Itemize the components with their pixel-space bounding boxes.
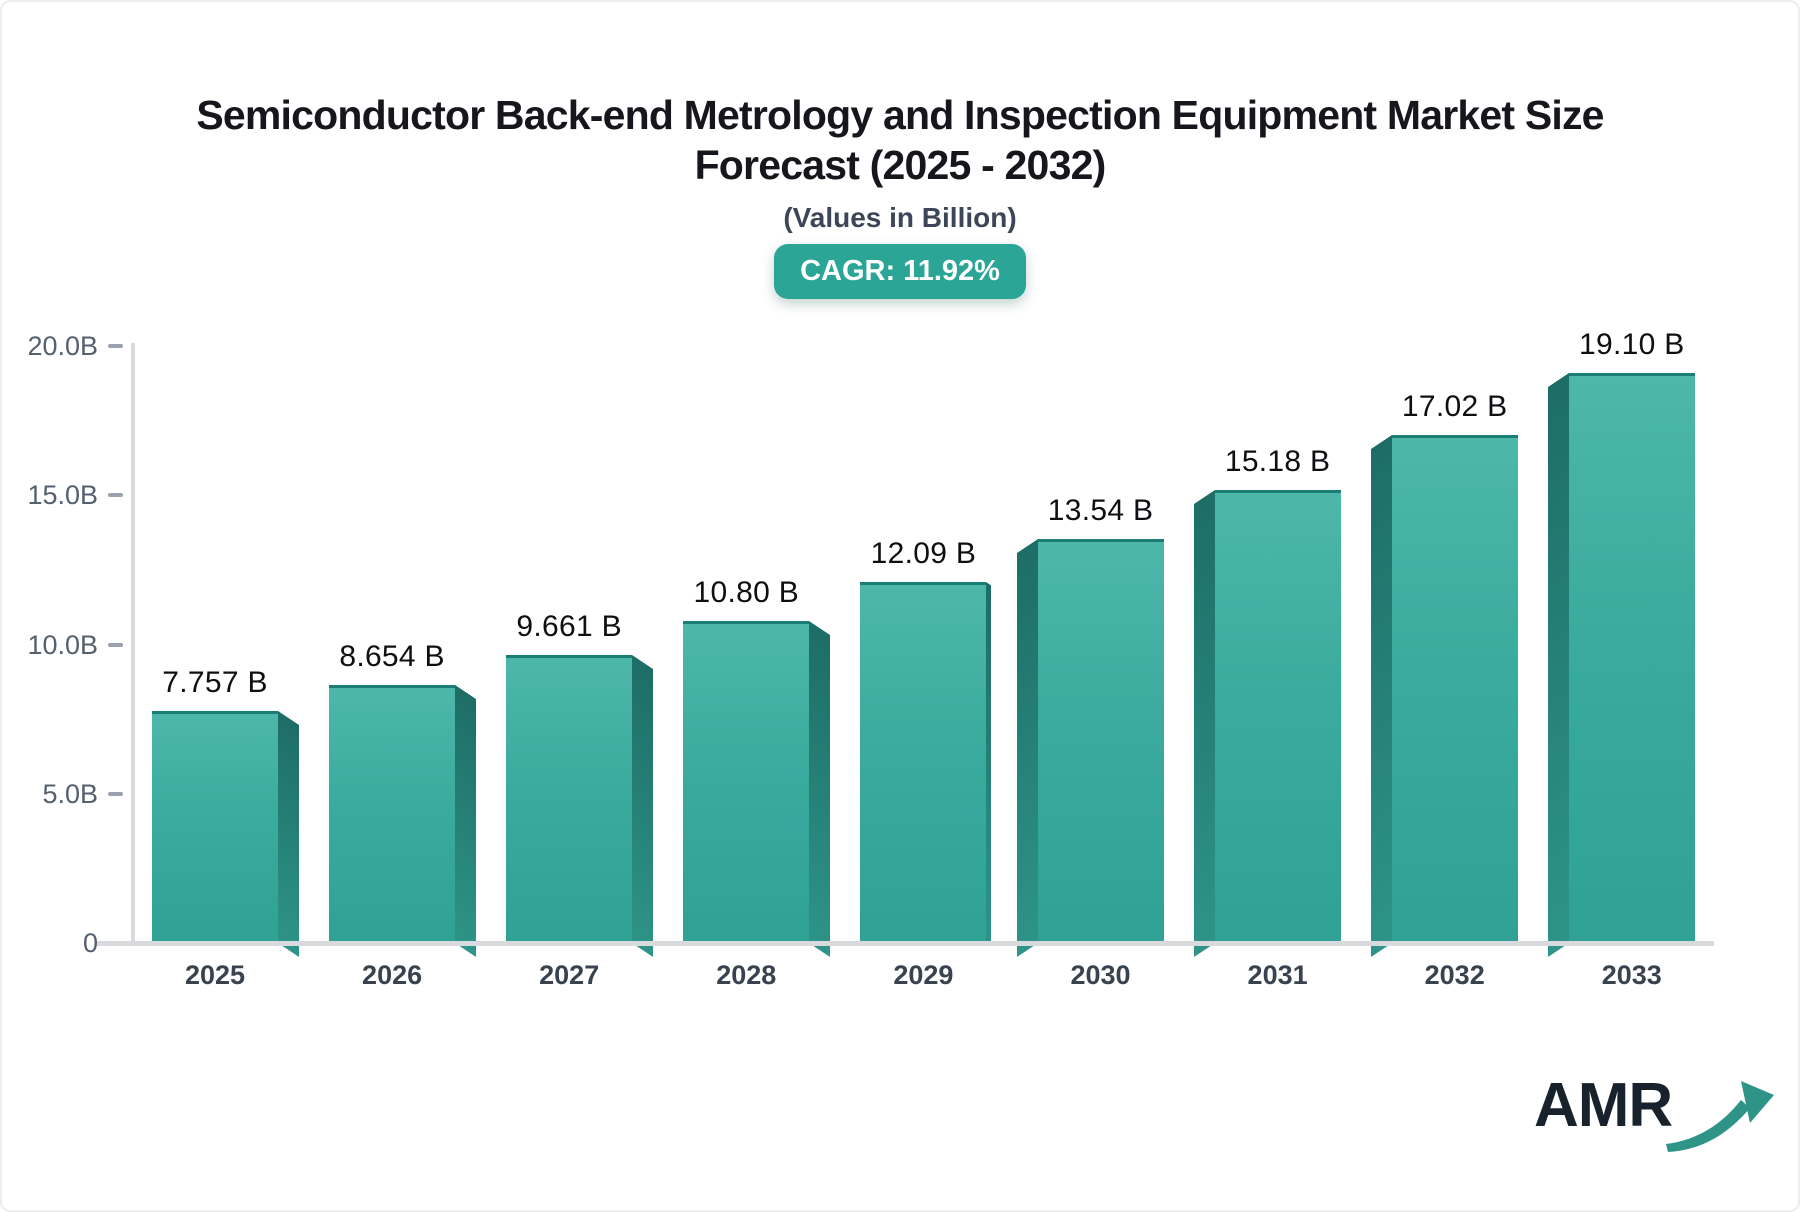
bar-2028[interactable] (683, 620, 810, 943)
bar-value-label: 12.09 B (870, 537, 977, 571)
chart-subtitle: (Values in Billion) (783, 202, 1017, 233)
bar-side-face-2028 (809, 620, 831, 957)
bar-value-label: 17.02 B (1401, 389, 1508, 423)
bar-2027[interactable] (506, 654, 633, 943)
y-tick-label: 15.0B (27, 480, 98, 511)
bar-value-label: 13.54 B (1047, 493, 1154, 527)
bar-side-face-2031 (1193, 489, 1215, 957)
bar-side-face-2025 (278, 711, 299, 957)
chart-header: Semiconductor Back-end Metrology and Ins… (2, 90, 1798, 299)
x-axis-label-2029: 2029 (893, 960, 954, 990)
bar-value-label: 10.80 B (693, 575, 800, 609)
x-axis-label-2026: 2026 (362, 960, 423, 990)
chart-title-line2: Forecast (2025 - 2032) (694, 142, 1107, 188)
bar-value-label: 19.10 B (1579, 327, 1685, 361)
amr-logo: AMR (1534, 1070, 1776, 1164)
y-tick-label: 10.0B (27, 629, 98, 660)
bar-2030[interactable] (1037, 538, 1164, 943)
x-axis-baseline (97, 941, 1714, 946)
x-axis-label-2028: 2028 (716, 960, 777, 990)
growth-arrow-icon (1666, 1081, 1775, 1152)
x-axis-label-2027: 2027 (539, 960, 600, 990)
y-tick-mark (108, 642, 123, 647)
x-axis-label-2033: 2033 (1601, 960, 1662, 990)
x-axis-label-2031: 2031 (1247, 960, 1308, 990)
y-axis-line (131, 343, 135, 946)
bar-2026[interactable] (329, 684, 456, 943)
amr-logo-text: AMR (1534, 1071, 1673, 1140)
bar-value-label: 9.661 B (516, 609, 622, 643)
bar-side-face-2033 (1547, 372, 1569, 957)
bar-2032[interactable] (1391, 434, 1518, 943)
bar-side-face-2026 (455, 684, 477, 957)
chart-title-line1: Semiconductor Back-end Metrology and Ins… (196, 92, 1604, 138)
x-axis-label-2032: 2032 (1424, 960, 1485, 990)
y-tick-mark (108, 344, 123, 348)
y-tick-label: 20.0B (27, 331, 98, 361)
bar-2031[interactable] (1214, 489, 1341, 943)
y-tick-label: 0 (82, 928, 98, 958)
y-tick-mark (108, 791, 123, 796)
x-axis-label-2030: 2030 (1070, 960, 1131, 990)
bar-value-label: 15.18 B (1224, 444, 1331, 478)
bar-value-label: 8.654 B (339, 639, 445, 673)
bar-2033[interactable] (1568, 372, 1695, 943)
x-axis-label-2025: 2025 (184, 960, 246, 990)
bar-side-face-2030 (1016, 538, 1038, 957)
y-tick-mark (108, 493, 123, 498)
y-tick-label: 5.0B (42, 778, 98, 809)
bar-side-face-2029 (986, 582, 992, 947)
bar-value-label: 7.757 B (162, 666, 268, 700)
cagr-badge: CAGR: 11.92% (774, 244, 1026, 299)
bar-2029[interactable] (860, 582, 987, 943)
bar-side-face-2032 (1370, 434, 1392, 957)
bar-side-face-2027 (632, 654, 654, 957)
bar-2025[interactable] (152, 711, 278, 943)
